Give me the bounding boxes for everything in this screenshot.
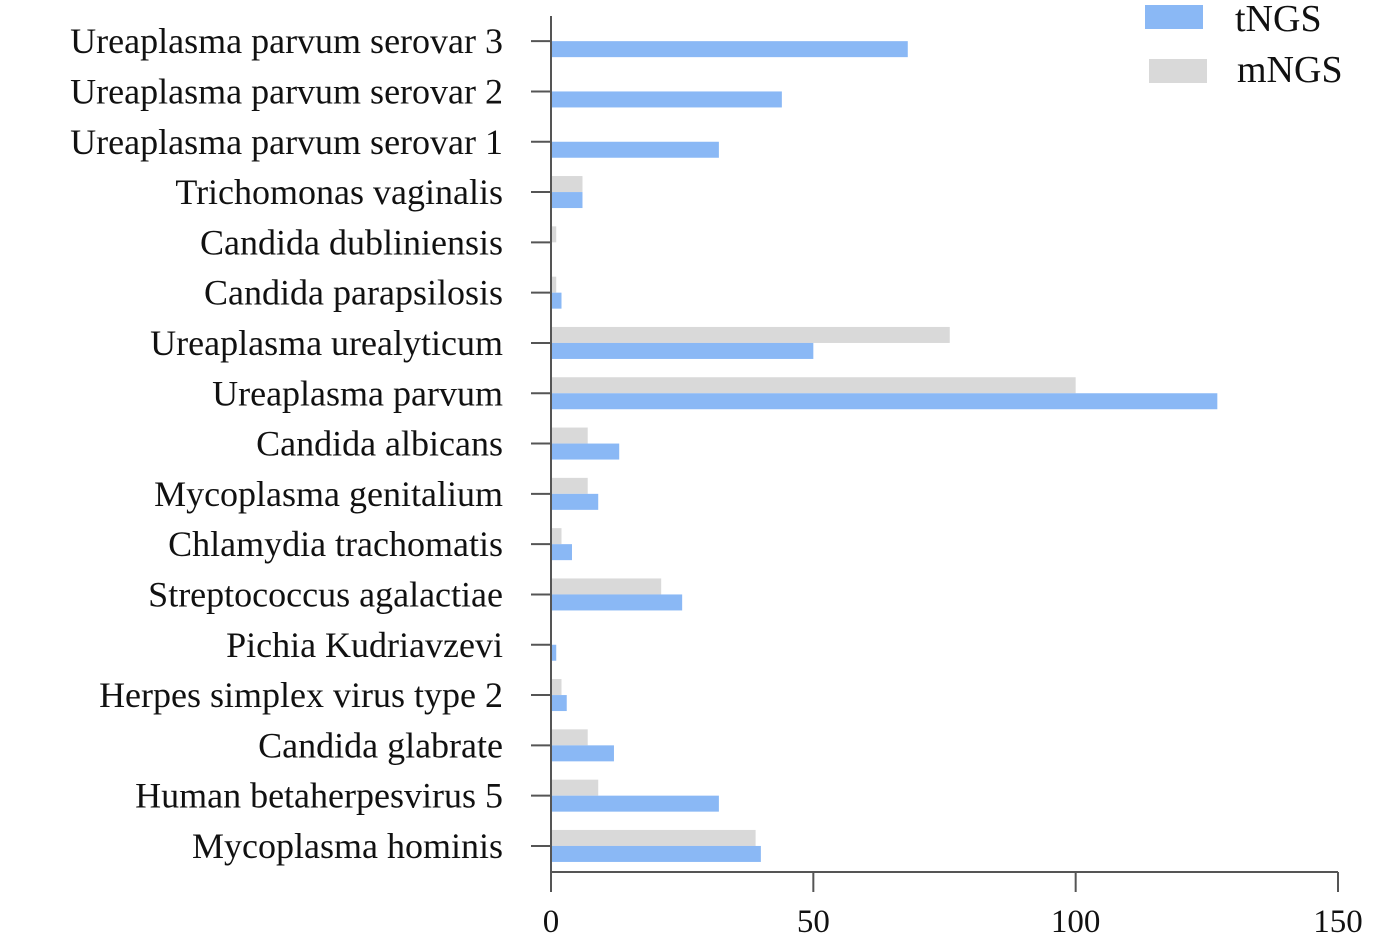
bar-mngs-candida-parapsilosis xyxy=(551,276,557,293)
category-label-herpes-simplex-virus-type-2: Herpes simplex virus type 2 xyxy=(99,675,503,715)
bar-tngs-mycoplasma-genitalium xyxy=(551,493,599,510)
category-label-mycoplasma-hominis: Mycoplasma hominis xyxy=(192,826,503,866)
bar-tngs-ureaplasma-parvum xyxy=(551,393,1218,410)
bar-mngs-trichomonas-vaginalis xyxy=(551,176,583,193)
category-label-candida-albicans: Candida albicans xyxy=(256,424,503,464)
bar-tngs-chlamydia-trachomatis xyxy=(551,544,572,561)
category-label-pichia-kudriavzevi: Pichia Kudriavzevi xyxy=(226,625,503,665)
bar-tngs-ureaplasma-parvum-serovar-3 xyxy=(551,41,908,58)
bar-mngs-candida-glabrate xyxy=(551,729,588,746)
bar-mngs-candida-dubliniensis xyxy=(551,226,557,243)
bar-tngs-candida-parapsilosis xyxy=(551,292,562,309)
bar-tngs-candida-glabrate xyxy=(551,745,614,762)
bar-mngs-chlamydia-trachomatis xyxy=(551,528,562,545)
category-label-candida-parapsilosis: Candida parapsilosis xyxy=(204,273,503,313)
x-tick-label-0: 0 xyxy=(543,904,560,940)
ticks-layer: 0 50 100 150 xyxy=(531,40,1363,940)
category-label-ureaplasma-parvum: Ureaplasma parvum xyxy=(212,373,503,413)
legend: tNGS mNGS xyxy=(1145,0,1343,91)
category-label-ureaplasma-parvum-serovar-1: Ureaplasma parvum serovar 1 xyxy=(70,122,503,162)
legend-label-mngs: mNGS xyxy=(1237,49,1343,91)
bar-tngs-herpes-simplex-virus-type-2 xyxy=(551,695,567,712)
bar-mngs-candida-albicans xyxy=(551,427,588,444)
x-tick-label-150: 150 xyxy=(1313,904,1363,940)
legend-label-tngs: tNGS xyxy=(1235,0,1322,40)
category-label-candida-dubliniensis: Candida dubliniensis xyxy=(200,222,503,262)
legend-swatch-tngs xyxy=(1145,5,1203,29)
x-tick-label-100: 100 xyxy=(1051,904,1101,940)
bar-mngs-herpes-simplex-virus-type-2 xyxy=(551,679,562,696)
bar-mngs-ureaplasma-parvum xyxy=(551,377,1076,394)
category-label-chlamydia-trachomatis: Chlamydia trachomatis xyxy=(168,524,503,564)
bar-tngs-ureaplasma-urealyticum xyxy=(551,342,814,359)
bar-tngs-trichomonas-vaginalis xyxy=(551,192,583,209)
legend-swatch-mngs xyxy=(1149,59,1207,83)
category-label-candida-glabrate: Candida glabrate xyxy=(258,725,503,765)
category-label-mycoplasma-genitalium: Mycoplasma genitalium xyxy=(154,474,503,514)
category-label-trichomonas-vaginalis: Trichomonas vaginalis xyxy=(175,172,503,212)
category-label-ureaplasma-urealyticum: Ureaplasma urealyticum xyxy=(150,323,503,363)
bars-layer xyxy=(551,41,1218,862)
category-label-ureaplasma-parvum-serovar-3: Ureaplasma parvum serovar 3 xyxy=(70,21,503,61)
bar-tngs-pichia-kudriavzevi xyxy=(551,644,557,661)
x-tick-label-50: 50 xyxy=(797,904,830,940)
bar-tngs-ureaplasma-parvum-serovar-1 xyxy=(551,141,719,158)
category-label-human-betaherpesvirus-5: Human betaherpesvirus 5 xyxy=(135,776,503,816)
category-label-ureaplasma-parvum-serovar-2: Ureaplasma parvum serovar 2 xyxy=(70,71,503,111)
bar-tngs-ureaplasma-parvum-serovar-2 xyxy=(551,91,782,108)
category-label-streptococcus-agalactiae: Streptococcus agalactiae xyxy=(148,574,503,614)
bar-tngs-candida-albicans xyxy=(551,443,620,460)
bar-tngs-mycoplasma-hominis xyxy=(551,845,761,862)
bar-tngs-streptococcus-agalactiae xyxy=(551,594,683,611)
category-labels: Ureaplasma parvum serovar 3 Ureaplasma pa… xyxy=(70,21,503,866)
bar-mngs-streptococcus-agalactiae xyxy=(551,578,662,595)
bar-tngs-human-betaherpesvirus-5 xyxy=(551,795,719,812)
bar-mngs-human-betaherpesvirus-5 xyxy=(551,779,599,796)
bar-mngs-ureaplasma-urealyticum xyxy=(551,326,950,343)
bar-mngs-mycoplasma-hominis xyxy=(551,829,756,846)
bar-mngs-mycoplasma-genitalium xyxy=(551,477,588,494)
